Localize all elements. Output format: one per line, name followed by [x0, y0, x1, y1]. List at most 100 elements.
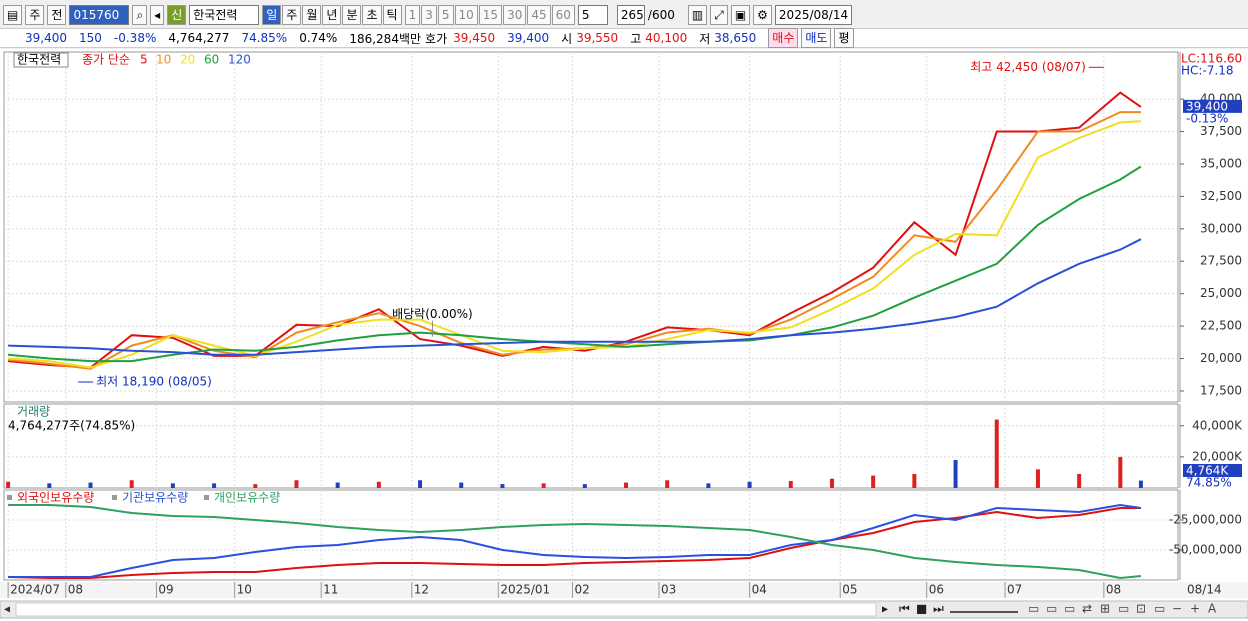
menu-button[interactable]: ▤: [3, 5, 23, 25]
count-max: /600: [647, 8, 675, 22]
settings-button[interactable]: ⚙: [753, 5, 772, 25]
period-button[interactable]: 주: [282, 5, 302, 25]
interval-input[interactable]: 5: [577, 5, 608, 25]
tool-button[interactable]: ⤢: [710, 5, 728, 25]
playback-button[interactable]: ■: [916, 602, 927, 616]
x-tick-label: 2025/01: [500, 583, 550, 597]
x-tick-label: 11: [323, 583, 338, 597]
tool-icon[interactable]: ⊡: [1136, 602, 1146, 616]
eval-button[interactable]: 평: [834, 28, 854, 48]
tool-icon[interactable]: A: [1208, 602, 1217, 616]
prev-button[interactable]: 전: [47, 5, 67, 25]
volume-bar: [47, 483, 52, 488]
playback-button[interactable]: ▸: [882, 602, 888, 616]
interval-button[interactable]: 30: [503, 5, 527, 25]
chart-title: 한국전력: [17, 53, 61, 67]
interval-button[interactable]: 15: [478, 5, 503, 25]
volume-bar: [212, 483, 217, 488]
volume-bar: [6, 481, 11, 488]
volume-bar: [170, 483, 175, 488]
volume-bar: [1035, 469, 1040, 488]
amount: 186,284백만: [349, 31, 422, 46]
tool-icon[interactable]: ⊞: [1100, 602, 1110, 616]
volume-bar: [747, 481, 752, 488]
y-tick-label: 30,000: [1200, 221, 1242, 235]
volume-bar: [665, 480, 670, 488]
sound-button[interactable]: ◂: [150, 5, 165, 25]
badge: 신: [167, 5, 187, 25]
interval-button[interactable]: 1: [404, 5, 421, 25]
tool-icon[interactable]: ⇄: [1082, 602, 1092, 616]
tool-icon[interactable]: ▭: [1118, 602, 1129, 616]
tool-icon[interactable]: +: [1190, 602, 1200, 616]
market-select[interactable]: 주: [25, 5, 45, 25]
legend-swatch: [7, 495, 12, 500]
period-button[interactable]: 월: [302, 5, 322, 25]
high-label: 고: [630, 31, 642, 46]
x-tick-label: 04: [752, 583, 767, 597]
last-ratio-label: 74.85%: [1186, 476, 1232, 490]
volume-bar: [418, 480, 423, 488]
volume-bar: [994, 419, 999, 488]
series-line: [8, 238, 1142, 356]
volume-title: 거래량: [17, 405, 50, 419]
interval-group: 1 3 5 10 15 30 45 60: [404, 5, 575, 25]
period-button[interactable]: 초: [362, 5, 382, 25]
turnover: 0.74%: [299, 31, 338, 45]
playback-button[interactable]: ⏮: [899, 602, 910, 616]
interval-button[interactable]: 10: [454, 5, 478, 25]
low-label: 저: [699, 31, 711, 46]
legend-entry: 20: [180, 53, 195, 67]
period-button[interactable]: 년: [322, 5, 342, 25]
period-button[interactable]: 일: [262, 5, 282, 25]
last-price-label: 39,400: [1186, 99, 1228, 113]
sell-button[interactable]: 매도: [801, 28, 832, 48]
y-tick-label: 25,000: [1200, 286, 1242, 300]
code-input[interactable]: 015760: [69, 5, 130, 25]
series-line: [8, 120, 1141, 369]
save-button[interactable]: ▣: [730, 5, 751, 25]
volume-bar: [1077, 474, 1082, 488]
tool-icon[interactable]: ▭: [1028, 602, 1039, 616]
tool-icon[interactable]: ▭: [1154, 602, 1165, 616]
x-tick-label: 06: [929, 583, 944, 597]
x-tick-label: 12: [414, 583, 429, 597]
volume-bar: [912, 474, 917, 488]
tool-button[interactable]: ▥: [687, 5, 708, 25]
high: 40,100: [645, 31, 688, 45]
tool-icon[interactable]: −: [1172, 602, 1182, 616]
interval-button[interactable]: 45: [527, 5, 551, 25]
period-button[interactable]: 틱: [382, 5, 402, 25]
chart-background: [0, 49, 1248, 621]
volume-bar: [541, 483, 546, 488]
x-tick-label: 09: [158, 583, 173, 597]
tool-icon[interactable]: ▭: [1046, 602, 1057, 616]
interval-button[interactable]: 3: [421, 5, 437, 25]
playback-button[interactable]: ⏭: [933, 602, 944, 616]
count-input[interactable]: 265: [616, 5, 645, 25]
last-change-label: -0.13%: [1186, 111, 1228, 125]
tool-icon[interactable]: ▭: [1064, 602, 1075, 616]
date-input[interactable]: 2025/08/14: [774, 5, 853, 25]
volume-bar: [706, 483, 711, 488]
legend-entry: 외국인보유수량: [17, 491, 94, 505]
lc-label: LC:116.60: [1181, 52, 1242, 66]
volume-bar: [335, 482, 340, 488]
volume-bar: [88, 482, 93, 488]
hc-label: HC:-7.18: [1181, 64, 1234, 78]
change-rate: -0.38%: [113, 31, 157, 45]
legend-entry: 개인보유수량: [214, 491, 280, 505]
quote-bar: 39,400 150 -0.38% 4,764,277 74.85% 0.74%…: [0, 28, 1248, 48]
interval-button[interactable]: 5: [437, 5, 454, 25]
interval-button[interactable]: 60: [551, 5, 575, 25]
x-tick-label: 03: [661, 583, 676, 597]
legend-entry: 60: [204, 53, 219, 67]
volume-subtitle: 4,764,277주(74.85%): [8, 419, 135, 433]
buy-button[interactable]: 매수: [768, 28, 799, 48]
search-button[interactable]: ⌕: [132, 5, 148, 25]
period-button[interactable]: 분: [342, 5, 362, 25]
y-tick-label: 35,000: [1200, 156, 1242, 170]
y-tick-label: 27,500: [1200, 254, 1242, 268]
